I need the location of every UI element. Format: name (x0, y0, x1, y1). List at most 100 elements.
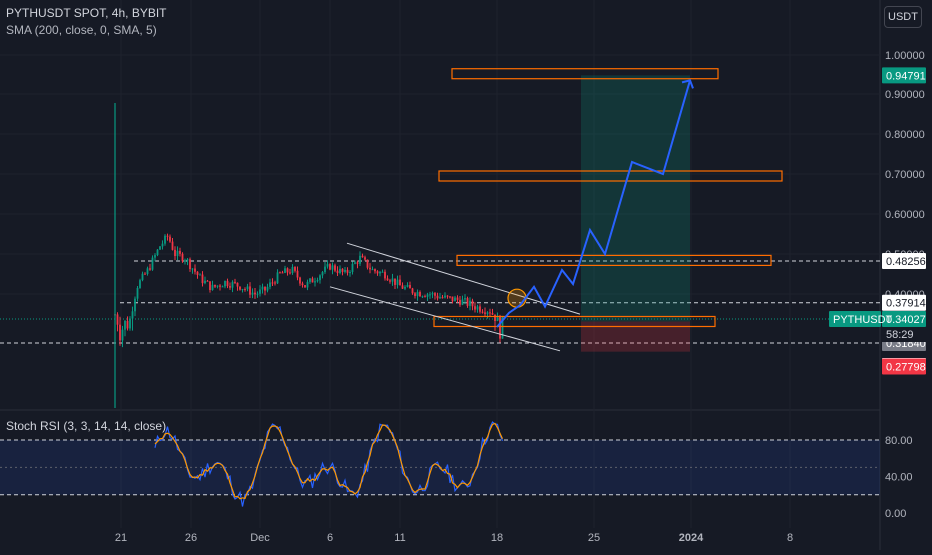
target-zone-box (456, 254, 772, 266)
candle-body (454, 297, 456, 302)
x-tick-label: 2024 (679, 532, 704, 544)
candle-body (174, 249, 176, 257)
candle-body (241, 289, 244, 291)
candle-body (196, 271, 199, 275)
x-tick-label: 11 (394, 532, 405, 544)
candle-body (329, 264, 331, 270)
candle-body (351, 263, 354, 272)
price-label-bg (882, 67, 926, 84)
candle-body (331, 265, 334, 270)
stoch-rsi-label[interactable]: Stoch RSI (3, 3, 14, 14, close) (6, 419, 167, 433)
symbol-tag-bg (829, 311, 881, 327)
candle-body (186, 259, 189, 261)
candle-body (434, 293, 436, 296)
candle-body (229, 286, 231, 288)
candle-body (181, 253, 184, 262)
target-zone-box (451, 68, 719, 80)
candle-body (369, 267, 371, 270)
x-tick-label: 8 (787, 532, 793, 544)
candle-body (319, 275, 321, 281)
candle-body (216, 285, 219, 287)
candle-body (474, 306, 476, 310)
candle-body (264, 286, 266, 291)
candle-body (431, 293, 434, 295)
candle-body (404, 286, 406, 289)
candle-body (281, 272, 284, 274)
candle-body (311, 278, 314, 283)
candle-body (231, 281, 234, 288)
x-tick-label: 18 (491, 532, 503, 544)
candle-body (286, 268, 289, 273)
candle-body (456, 297, 459, 300)
candle-body (449, 296, 451, 298)
candle-body (176, 250, 179, 257)
candle-body (139, 280, 141, 289)
candle-body (124, 320, 126, 330)
x-tick-label: 26 (185, 532, 197, 544)
currency-button[interactable]: USDT (884, 6, 922, 28)
candle-body (234, 281, 236, 283)
candle-body (396, 279, 399, 285)
candle-body (151, 257, 154, 270)
price-label: 0.34027 (886, 314, 926, 326)
candle-body (501, 315, 504, 339)
projection-path (496, 80, 691, 328)
candle-body (424, 296, 426, 298)
breakout-circle (507, 288, 527, 308)
candle-body (141, 273, 144, 281)
candle-body (314, 281, 316, 283)
candle-body (236, 282, 239, 287)
candle-body (321, 272, 324, 276)
candle-body (189, 259, 191, 270)
candle-body (316, 280, 319, 282)
candle-body (156, 249, 159, 256)
symbol-tag: PYTHUSDT (833, 314, 893, 326)
candle-body (381, 271, 384, 273)
candle-body (419, 292, 421, 297)
candle-body (171, 241, 174, 250)
price-label: 0.37914 (886, 298, 926, 310)
candle-body (179, 250, 181, 254)
price-label-bg (882, 252, 926, 269)
position-profit-zone (581, 75, 690, 322)
candle-body (259, 289, 261, 294)
candle-body (479, 306, 481, 312)
y-tick-label: 0.60000 (885, 209, 925, 221)
candle-body (421, 296, 424, 298)
candle-body (209, 281, 211, 291)
y-tick-label: 1.00000 (885, 50, 925, 62)
candle-body (121, 329, 124, 341)
candle-body (354, 262, 356, 264)
candle-body (451, 296, 454, 302)
candle-body (271, 282, 274, 284)
candle-body (489, 312, 491, 314)
candle-body (289, 272, 291, 274)
candle-body (401, 285, 404, 289)
sma-indicator-label[interactable]: SMA (200, close, 0, SMA, 5) (6, 23, 157, 37)
candle-body (441, 297, 444, 299)
candle-body (496, 315, 499, 322)
candle-body (379, 271, 381, 274)
target-zone-box (438, 170, 783, 182)
candle-body (194, 268, 196, 272)
candle-body (341, 268, 344, 272)
candle-body (459, 299, 461, 305)
wedge-upper-line (346, 242, 581, 315)
candle-body (336, 270, 339, 273)
candle-body (334, 265, 336, 271)
candle-body (374, 269, 376, 272)
candle-body (144, 273, 146, 275)
candle-body (471, 300, 474, 307)
price-label-bg (882, 358, 926, 375)
wedge-lower-line (329, 286, 561, 352)
y-tick-label: 0.70000 (885, 169, 925, 181)
candle-body (146, 268, 149, 274)
candle-body (484, 312, 486, 314)
candle-body (364, 257, 366, 260)
candle-body (469, 300, 471, 306)
price-label-bg (882, 311, 926, 327)
candle-body (266, 286, 269, 291)
candle-body (301, 283, 304, 286)
candle-body (499, 315, 501, 339)
